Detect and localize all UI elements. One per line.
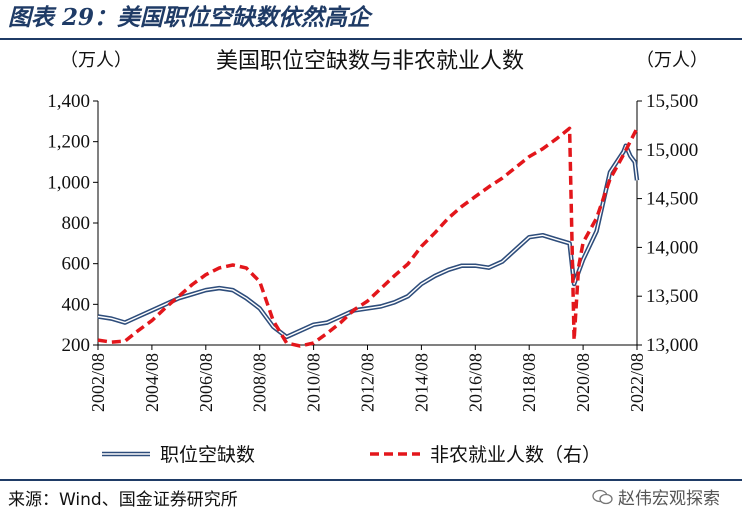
left-tick-label: 800 [62,213,91,234]
series-openings-line-inner [97,145,638,338]
right-unit-label: （万人） [636,50,708,70]
x-tick-label: 2006/08 [196,353,216,412]
axes [93,100,642,350]
left-tick-label: 400 [62,294,91,315]
chart-title: 美国职位空缺数与非农就业人数 [216,48,524,73]
x-tick-label: 2004/08 [142,353,162,412]
watermark-text: 赵伟宏观探索 [618,489,720,509]
chart: （万人） 美国职位空缺数与非农就业人数 （万人） 200 400 600 800 1,0… [47,48,708,466]
legend-payrolls-label: 非农就业人数（右） [430,444,601,466]
title-rule [0,38,742,40]
footer-rule [0,479,742,481]
left-tick-label: 200 [62,335,91,356]
x-tick-label: 2016/08 [465,353,485,412]
source-note: 来源：Wind、国金证券研究所 [8,490,238,510]
right-tick-label: 14,500 [646,189,698,210]
x-tick-label: 2018/08 [519,353,539,412]
right-tick-label: 15,500 [646,91,698,112]
left-tick-label: 1,000 [47,172,90,193]
x-tick-label: 2010/08 [304,353,324,412]
x-tick-label: 2012/08 [358,353,378,412]
series-payrolls-line [97,126,639,348]
x-tick-label: 2002/08 [88,353,108,412]
tick-labels: 200 400 600 800 1,000 1,200 1,400 13,000 13,500 1… [47,91,698,412]
right-tick-label: 15,000 [646,140,698,161]
x-tick-label: 2022/08 [627,353,647,412]
left-unit-label: （万人） [60,50,132,70]
right-tick-label: 14,000 [646,237,698,258]
left-tick-label: 1,400 [47,91,90,112]
series-lines [97,126,640,348]
x-tick-label: 2008/08 [250,353,270,412]
left-tick-label: 1,200 [47,132,90,153]
figure-title: 图表 29：美国职位空缺数依然高企 [8,4,371,31]
legend-openings-label: 职位空缺数 [160,444,255,466]
legend: 职位空缺数 非农就业人数（右） [102,444,601,466]
x-tick-label: 2014/08 [411,353,431,412]
wechat-icon [592,489,613,504]
right-tick-label: 13,000 [646,335,698,356]
x-tick-label: 2020/08 [573,353,593,412]
left-tick-label: 600 [62,254,91,275]
watermark: 赵伟宏观探索 [592,484,720,509]
right-tick-label: 13,500 [646,286,698,307]
